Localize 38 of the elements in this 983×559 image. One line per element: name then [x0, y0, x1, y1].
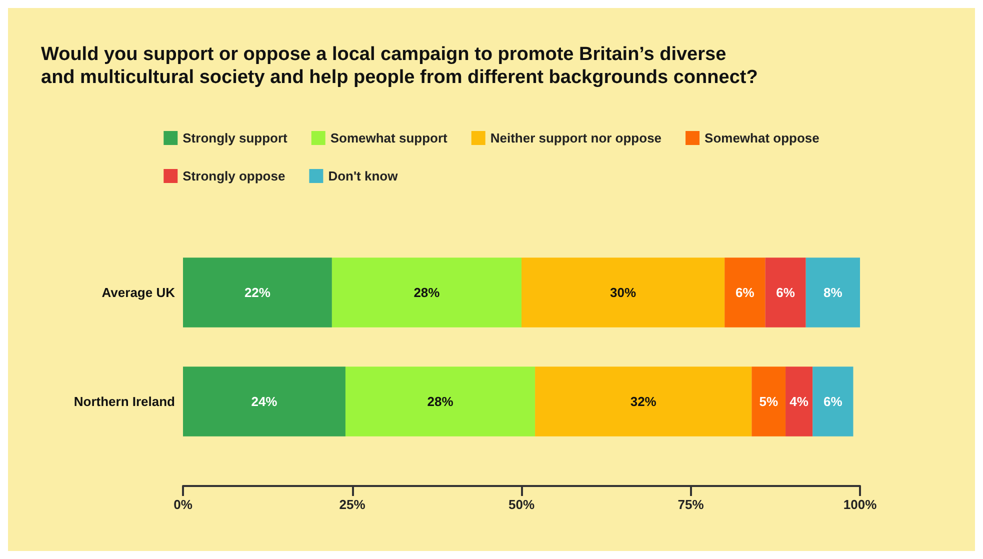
bar — [345, 366, 536, 436]
x-tick-label: 0% — [174, 497, 193, 512]
bar — [806, 258, 860, 328]
legend-label: Don't know — [328, 168, 399, 184]
legend-label: Neither support nor oppose — [490, 130, 662, 146]
bar — [522, 258, 725, 328]
x-tick-label: 100% — [843, 497, 878, 512]
data-label: 6% — [824, 394, 843, 409]
x-tick-label: 75% — [678, 497, 704, 512]
y-tick-label: Average UK — [102, 285, 176, 300]
data-label: 30% — [610, 285, 636, 300]
y-tick-label: Northern Ireland — [74, 394, 176, 409]
data-label: 4% — [790, 394, 809, 409]
data-label: 5% — [759, 394, 778, 409]
data-label: 28% — [427, 394, 454, 409]
legend-label: Somewhat support — [330, 130, 448, 146]
data-label: 8% — [824, 285, 843, 300]
data-label: 28% — [414, 285, 440, 300]
bar — [765, 258, 806, 328]
bar — [786, 366, 813, 436]
bar — [535, 366, 752, 436]
x-tick-label: 25% — [339, 497, 366, 512]
legend-label: Strongly oppose — [182, 168, 286, 184]
data-label: 6% — [776, 285, 796, 300]
legend-label: Somewhat oppose — [704, 130, 820, 146]
bar — [752, 366, 786, 436]
data-label: 6% — [736, 285, 755, 300]
bar — [332, 258, 522, 328]
bar — [812, 366, 854, 436]
data-label: 32% — [630, 394, 657, 409]
chart-title: Would you support or oppose a local campaign to promote Britain’s diverse and multicultural society and help people from different backgrounds connect? — [41, 44, 758, 88]
bar — [183, 366, 346, 436]
bar — [724, 258, 766, 328]
x-tick-label: 50% — [508, 497, 535, 512]
bar — [183, 258, 332, 328]
data-label: 22% — [244, 285, 271, 300]
legend-label: Strongly support — [182, 130, 288, 146]
data-label: 24% — [251, 394, 278, 409]
